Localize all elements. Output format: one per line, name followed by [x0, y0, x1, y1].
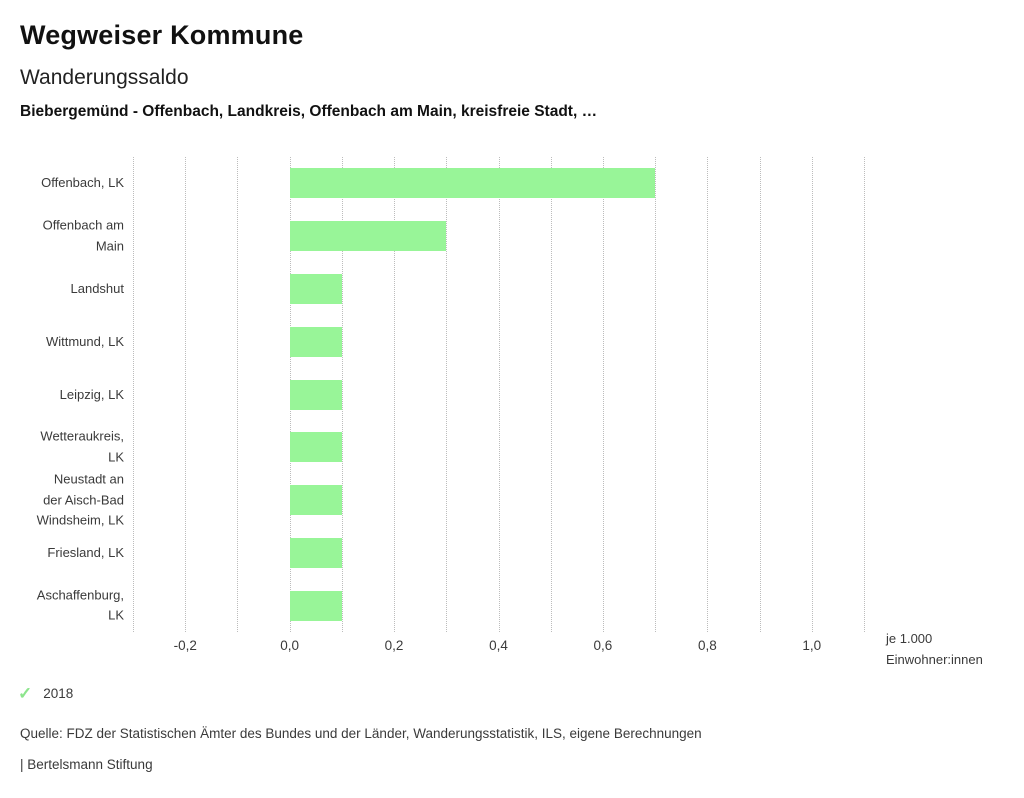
category-labels: Offenbach, LK Offenbach am Main Landshut Wi… — [0, 157, 124, 632]
bar-8[interactable] — [289, 590, 342, 621]
category-label: Leipzig, LK — [59, 386, 124, 402]
category-label: Friesland, LK — [47, 544, 124, 560]
plot-area — [133, 157, 865, 632]
axis-unit-line1: je 1.000 — [886, 631, 933, 646]
app-title: Wegweiser Kommune — [20, 20, 304, 50]
gridline — [550, 157, 552, 632]
source-text: Quelle: FDZ der Statistischen Ämter des … — [20, 726, 702, 741]
legend-label: 2018 — [43, 686, 74, 701]
chart-title: Wanderungssaldo — [20, 66, 189, 89]
category-label: Offenbach am Main — [42, 217, 124, 254]
x-tick-label: 0,2 — [384, 638, 404, 653]
x-tick-label: 0,4 — [489, 638, 508, 653]
x-tick-label: -0,2 — [173, 638, 197, 653]
category-label: Neustadt an der Aisch-Bad Windsheim, LK — [36, 471, 124, 528]
gridline — [602, 157, 604, 632]
gridline — [341, 157, 343, 632]
x-tick-label: 0,0 — [280, 638, 300, 653]
gridline — [237, 157, 239, 632]
bar-2[interactable] — [289, 273, 342, 304]
legend-item-2018[interactable]: ✓ 2018 — [18, 685, 73, 702]
axis-unit-label: je 1.000 Einwohner:innen — [886, 628, 983, 670]
bar-3[interactable] — [289, 326, 342, 357]
gridline — [864, 157, 865, 632]
bar-4[interactable] — [289, 379, 342, 410]
bar-5[interactable] — [289, 432, 342, 463]
gridline — [446, 157, 448, 632]
gridline — [707, 157, 709, 632]
chart-description: Biebergemünd - Offenbach, Landkreis, Off… — [20, 103, 598, 120]
x-tick-label: 0,8 — [697, 638, 717, 653]
bar-7[interactable] — [289, 537, 342, 568]
gridline — [759, 157, 761, 632]
category-label: Offenbach, LK — [41, 175, 124, 191]
x-tick-label: 1,0 — [802, 638, 822, 653]
category-label: Landshut — [70, 280, 125, 296]
category-label: Aschaffenburg, LK — [36, 587, 124, 623]
x-axis-ticks: -0,2 0,0 0,2 0,4 0,6 0,8 1,0 — [133, 638, 864, 656]
category-label: Wittmund, LK — [45, 333, 124, 349]
axis-unit-line2: Einwohner:innen — [886, 652, 983, 667]
gridline — [133, 157, 134, 632]
gridline — [498, 157, 500, 632]
bar-1[interactable] — [289, 221, 447, 252]
x-tick-label: 0,6 — [593, 638, 613, 653]
check-icon: ✓ — [18, 684, 33, 703]
gridline — [811, 157, 813, 632]
gridline — [185, 157, 187, 632]
bar-6[interactable] — [289, 485, 342, 516]
brand-text: | Bertelsmann Stiftung — [20, 757, 153, 772]
gridline — [655, 157, 657, 632]
bar-0[interactable] — [289, 168, 656, 199]
gridline — [394, 157, 396, 632]
category-label: Wetteraukreis, LK — [40, 428, 124, 465]
